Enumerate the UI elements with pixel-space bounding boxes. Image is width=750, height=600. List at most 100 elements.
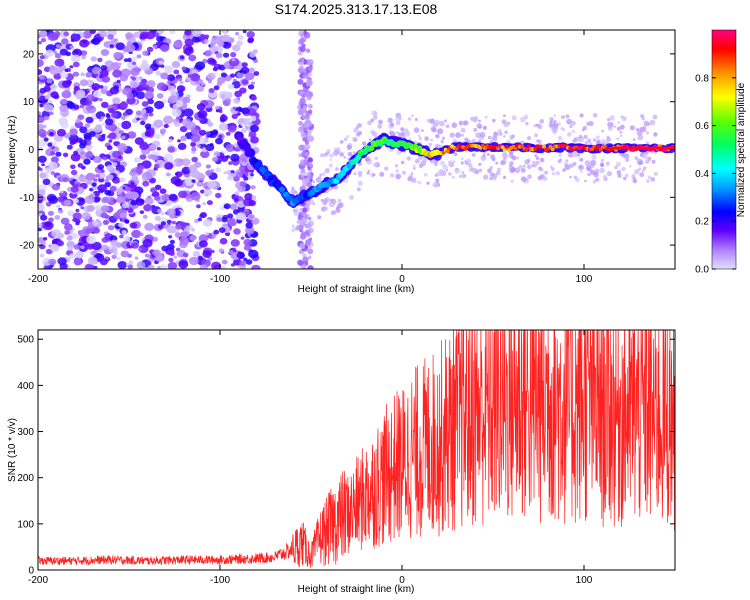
noise-cell <box>161 193 171 202</box>
noise-cell <box>579 157 584 162</box>
noise-cell <box>580 170 583 174</box>
noise-cell <box>125 43 136 53</box>
noise-cell <box>421 129 424 133</box>
noise-cell <box>156 35 164 42</box>
noise-cell <box>207 57 216 65</box>
noise-cell <box>407 176 413 182</box>
noise-cell <box>557 159 562 164</box>
noise-cell <box>108 108 115 114</box>
noise-cell <box>89 227 96 233</box>
noise-cell <box>156 82 167 91</box>
noise-cell <box>177 96 181 100</box>
noise-cell <box>197 255 203 260</box>
noise-cell <box>147 195 152 199</box>
noise-cell <box>81 55 87 60</box>
noise-cell <box>432 182 438 188</box>
noise-cell <box>298 30 304 37</box>
noise-cell <box>215 137 223 145</box>
noise-cell <box>117 62 122 66</box>
noise-cell <box>184 30 192 36</box>
trace-core <box>524 147 529 152</box>
noise-cell <box>38 223 43 227</box>
noise-cell <box>179 126 188 133</box>
noise-cell <box>489 165 493 170</box>
noise-cell <box>221 34 231 42</box>
noise-cell <box>158 60 164 65</box>
noise-cell <box>80 206 85 210</box>
noise-cell <box>428 142 432 146</box>
noise-cell <box>180 231 189 239</box>
noise-cell <box>39 55 45 60</box>
noise-cell <box>305 200 309 204</box>
noise-cell <box>139 154 147 160</box>
noise-cell <box>126 57 133 63</box>
noise-cell <box>38 116 45 124</box>
noise-cell <box>85 151 94 159</box>
noise-cell <box>245 259 253 265</box>
noise-cell <box>634 156 639 161</box>
noise-cell <box>117 187 124 193</box>
noise-cell <box>411 178 416 183</box>
noise-cell <box>460 133 464 137</box>
noise-cell <box>303 30 307 34</box>
noise-cell <box>636 130 643 136</box>
noise-cell <box>117 122 122 127</box>
noise-cell <box>182 252 189 258</box>
noise-cell <box>104 178 109 183</box>
noise-cell <box>218 134 223 138</box>
noise-cell <box>60 217 70 225</box>
noise-cell <box>362 141 367 146</box>
noise-cell <box>151 154 159 161</box>
noise-cell <box>140 62 150 71</box>
noise-cell <box>173 39 183 48</box>
noise-cell <box>45 166 53 173</box>
noise-cell <box>47 32 58 41</box>
noise-cell <box>607 118 611 121</box>
noise-cell <box>484 115 488 119</box>
noise-cell <box>571 120 576 126</box>
noise-cell <box>647 156 652 161</box>
snr-line <box>38 330 675 568</box>
noise-cell <box>55 151 62 157</box>
noise-cell <box>244 72 255 81</box>
noise-cell <box>144 222 155 231</box>
noise-cell <box>412 167 416 170</box>
noise-cell <box>445 124 450 129</box>
noise-cell <box>303 248 307 252</box>
noise-cell <box>59 70 63 74</box>
noise-cell <box>91 182 97 187</box>
noise-cell <box>308 66 313 72</box>
noise-cell <box>146 46 154 53</box>
noise-cell <box>181 158 191 167</box>
noise-cell <box>184 177 194 186</box>
noise-cell <box>232 44 241 52</box>
noise-cell <box>552 129 557 135</box>
noise-cell <box>250 81 255 85</box>
noise-cell <box>136 78 141 82</box>
noise-cell <box>171 60 181 69</box>
noise-cell <box>38 123 45 131</box>
noise-cell <box>595 135 600 140</box>
noise-cell <box>69 45 75 50</box>
noise-cell <box>596 140 600 144</box>
noise-cell <box>478 125 482 129</box>
noise-cell <box>220 72 227 78</box>
noise-cell <box>108 132 117 140</box>
noise-cell <box>196 144 202 148</box>
noise-cell <box>305 239 312 246</box>
noise-cell <box>416 180 419 184</box>
noise-cell <box>204 34 210 39</box>
noise-cell <box>101 75 111 83</box>
noise-cell <box>614 165 619 170</box>
noise-cell <box>131 76 137 81</box>
noise-cell <box>646 131 649 135</box>
noise-cell <box>640 114 645 118</box>
noise-cell <box>400 127 405 132</box>
noise-cell <box>587 172 591 177</box>
noise-cell <box>218 227 226 234</box>
noise-cell <box>135 91 146 100</box>
noise-cell <box>197 110 208 119</box>
noise-cell <box>139 232 144 237</box>
noise-cell <box>301 207 308 213</box>
